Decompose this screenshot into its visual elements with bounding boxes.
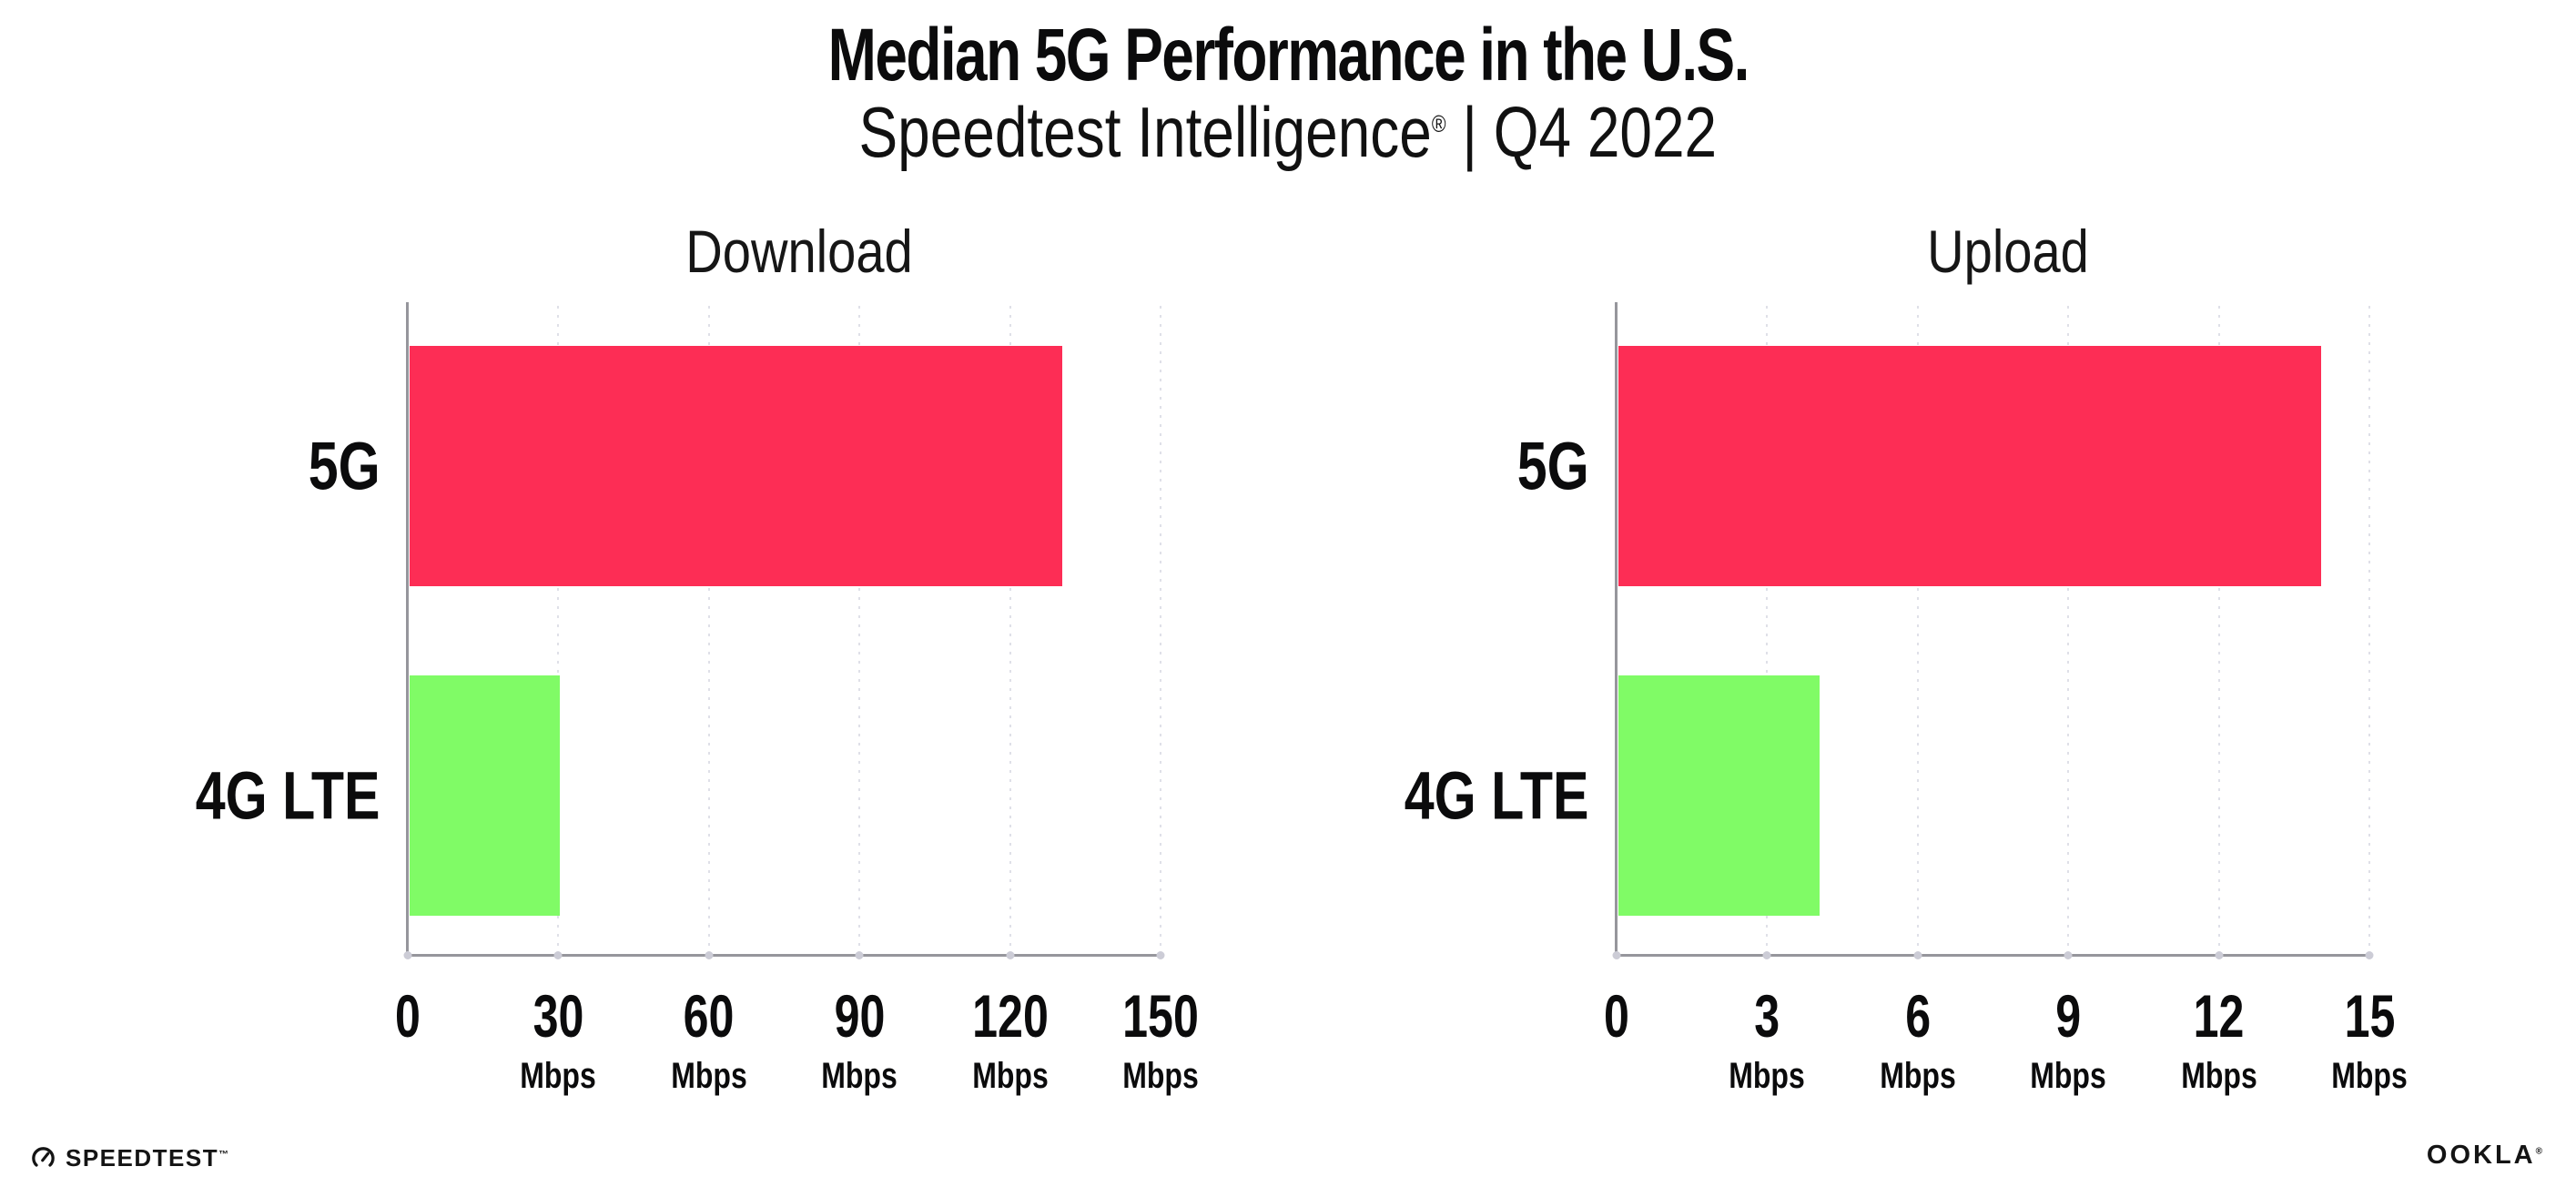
x-tick: 150 Mbps <box>1111 981 1211 1097</box>
x-axis-line <box>406 954 1162 957</box>
gridline <box>1916 306 1919 955</box>
x-tick-label: 120 <box>971 982 1049 1050</box>
x-tick-unit: Mbps <box>821 1056 898 1096</box>
speedtest-wordmark: SPEEDTEST <box>66 1144 219 1172</box>
tick-dot <box>2215 951 2224 959</box>
tick-dot <box>1156 951 1165 959</box>
x-tick: 12 Mbps <box>2171 981 2266 1097</box>
gridline <box>1160 306 1161 955</box>
registered-mark-icon: ® <box>2535 1146 2542 1157</box>
bar-4g-lte-upload <box>1618 675 1820 916</box>
x-tick: 0 <box>391 981 425 1050</box>
chart-subtitle: Speedtest Intelligence® | Q4 2022 <box>0 91 2576 174</box>
row-label-4g-lte: 4G LTE <box>196 757 380 834</box>
x-tick-label: 3 <box>1754 982 1780 1050</box>
gridline <box>1009 306 1011 955</box>
row-label-5g: 5G <box>1517 428 1589 504</box>
tick-dot <box>553 951 563 959</box>
chart-title: Median 5G Performance in the U.S. <box>0 13 2576 98</box>
x-tick-label: 0 <box>395 982 421 1050</box>
bar-5g-download <box>410 346 1062 586</box>
x-axis-line <box>1615 954 2371 957</box>
upload-x-axis-labels: 0 3 Mbps 6 Mbps 9 Mbps 12 Mbps 15 Mbps <box>1604 981 2408 1100</box>
tick-dot <box>2064 951 2073 959</box>
chart-title-text: Median 5G Performance in the U.S. <box>827 14 1749 96</box>
subtitle-brand: Speedtest Intelligence <box>858 92 1433 172</box>
x-tick-unit: Mbps <box>1729 1056 1806 1096</box>
x-tick: 9 Mbps <box>2021 981 2115 1097</box>
x-tick-unit: Mbps <box>1122 1056 1199 1096</box>
download-chart-panel: Download 5G 4G LTE 0 30 <box>196 0 1199 1197</box>
gridline <box>2217 306 2220 955</box>
x-tick: 3 Mbps <box>1719 981 1814 1097</box>
gridline <box>1766 306 1769 955</box>
tick-dot <box>705 951 714 959</box>
subtitle-period: | Q4 2022 <box>1445 92 1718 172</box>
tick-dot <box>403 951 412 959</box>
row-label-4g-lte: 4G LTE <box>1405 757 1589 834</box>
x-tick: 90 Mbps <box>812 981 907 1097</box>
x-tick: 6 Mbps <box>1871 981 1965 1097</box>
download-plot-area <box>403 302 1165 959</box>
trademark-icon: ™ <box>218 1149 229 1161</box>
gridline <box>858 306 861 955</box>
upload-chart-panel: Upload 5G 4G LTE 0 3 <box>1405 0 2408 1197</box>
x-tick-unit: Mbps <box>971 1056 1049 1096</box>
x-tick-label: 150 <box>1122 982 1199 1050</box>
x-tick-label: 12 <box>2193 982 2245 1050</box>
ookla-logo: OOKLA® <box>2427 1141 2542 1171</box>
registered-mark-icon: ® <box>1432 110 1446 137</box>
x-tick: 60 Mbps <box>662 981 756 1097</box>
tick-dot <box>1612 951 1621 959</box>
upload-panel-title: Upload <box>1926 218 2089 285</box>
ookla-wordmark: OOKLA <box>2426 1141 2536 1170</box>
x-tick-unit: Mbps <box>2030 1056 2106 1096</box>
y-axis-line <box>1615 302 1618 956</box>
gridline <box>2067 306 2070 955</box>
x-tick: 30 Mbps <box>511 981 605 1097</box>
tick-dot <box>2365 951 2374 959</box>
x-tick-label: 15 <box>2344 982 2395 1050</box>
x-tick: 120 Mbps <box>960 981 1060 1097</box>
download-x-axis-labels: 0 30 Mbps 60 Mbps 90 Mbps 120 Mbps 150 M… <box>395 981 1199 1100</box>
row-label-5g: 5G <box>309 428 380 504</box>
x-tick-unit: Mbps <box>520 1056 597 1096</box>
gridline <box>557 306 560 955</box>
bar-4g-lte-download <box>410 675 561 916</box>
x-tick-label: 30 <box>532 982 584 1050</box>
x-tick: 15 Mbps <box>2322 981 2417 1097</box>
bar-5g-upload <box>1618 346 2321 586</box>
tick-dot <box>1006 951 1015 959</box>
download-panel-title: Download <box>685 218 913 285</box>
x-tick-label: 6 <box>1904 982 1931 1050</box>
x-tick-label: 9 <box>2055 982 2082 1050</box>
y-axis-line <box>406 302 409 956</box>
x-tick-unit: Mbps <box>671 1056 747 1096</box>
x-tick-label: 60 <box>683 982 735 1050</box>
x-tick-label: 0 <box>1604 982 1629 1050</box>
tick-dot <box>1913 951 1922 959</box>
upload-plot-area <box>1612 302 2374 959</box>
x-tick: 0 <box>1600 981 1634 1050</box>
speedtest-gauge-icon <box>31 1146 56 1171</box>
gridline <box>2368 306 2370 955</box>
tick-dot <box>1762 951 1771 959</box>
x-tick-label: 90 <box>834 982 886 1050</box>
speedtest-logo: SPEEDTEST™ <box>31 1144 228 1172</box>
x-tick-unit: Mbps <box>2331 1056 2408 1096</box>
gridline <box>707 306 710 955</box>
x-tick-unit: Mbps <box>2180 1056 2257 1096</box>
x-tick-unit: Mbps <box>1880 1056 1956 1096</box>
tick-dot <box>855 951 864 959</box>
